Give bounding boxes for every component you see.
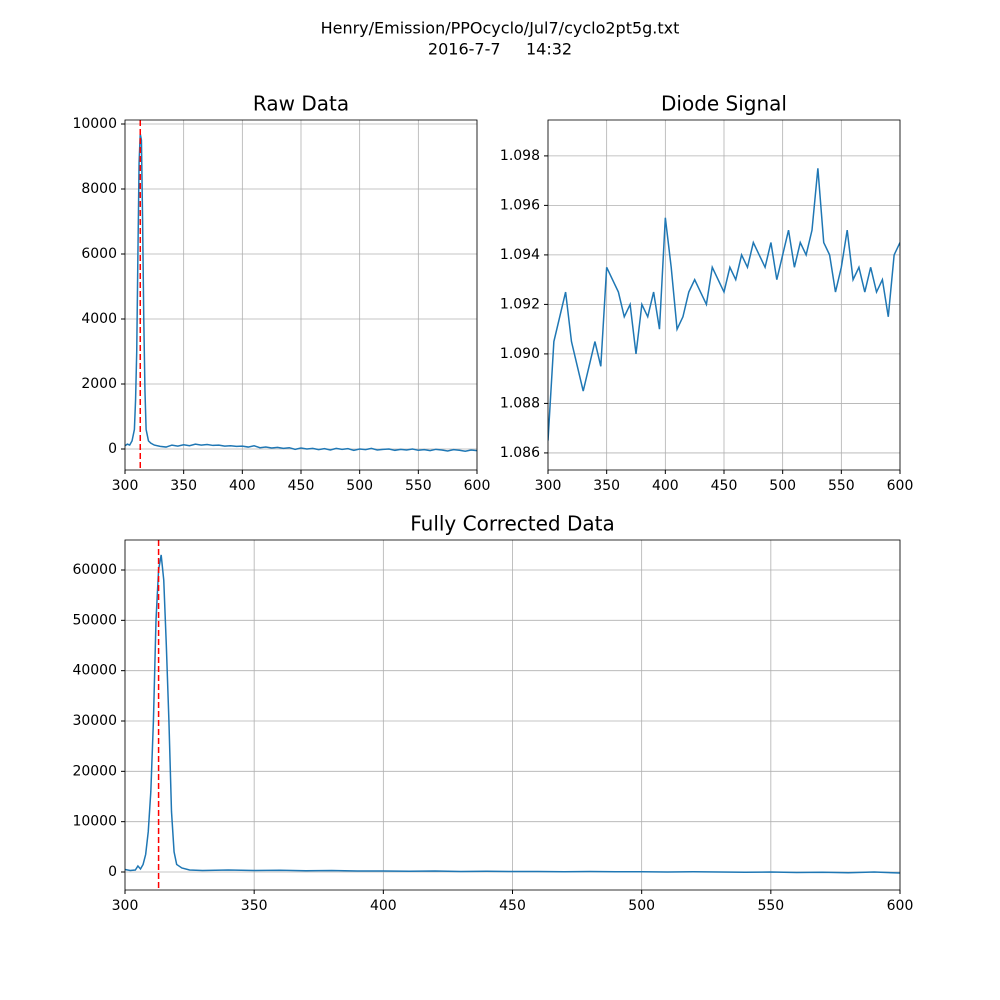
y-tick-label: 1.090 <box>500 346 540 362</box>
suptitle-line: Henry/Emission/PPOcyclo/Jul7/cyclo2pt5g.… <box>321 19 680 38</box>
y-tick-label: 8000 <box>81 181 117 197</box>
y-tick-label: 1.098 <box>500 148 540 164</box>
y-tick-label: 1.092 <box>500 296 540 312</box>
y-tick-label: 60000 <box>72 562 117 578</box>
axes-title: Diode Signal <box>661 92 787 116</box>
x-tick-label: 400 <box>370 898 397 914</box>
x-tick-label: 400 <box>229 478 256 494</box>
data-line <box>548 168 900 441</box>
y-tick-label: 1.096 <box>500 197 540 213</box>
x-tick-label: 500 <box>346 478 373 494</box>
x-tick-label: 500 <box>769 478 796 494</box>
x-tick-label: 600 <box>887 898 914 914</box>
data-line <box>125 554 900 874</box>
y-tick-label: 50000 <box>72 612 117 628</box>
x-tick-label: 550 <box>757 898 784 914</box>
y-tick-label: 1.094 <box>500 247 540 263</box>
y-tick-label: 40000 <box>72 663 117 679</box>
axes-frame <box>124 119 478 471</box>
y-tick-label: 4000 <box>81 311 117 327</box>
x-tick-label: 500 <box>628 898 655 914</box>
x-tick-label: 600 <box>887 478 914 494</box>
x-tick-label: 550 <box>828 478 855 494</box>
y-tick-label: 10000 <box>72 116 117 132</box>
x-tick-label: 300 <box>112 478 139 494</box>
x-tick-label: 350 <box>593 478 620 494</box>
y-tick-label: 2000 <box>81 376 117 392</box>
y-tick-label: 20000 <box>72 763 117 779</box>
axes: Diode Signal 300 350 400 450 500 550 600 1.086 1.… <box>500 92 913 495</box>
x-tick-label: 450 <box>288 478 315 494</box>
axes-title: Raw Data <box>253 92 349 116</box>
y-tick-label: 30000 <box>72 713 117 729</box>
x-tick-label: 450 <box>499 898 526 914</box>
y-tick-label: 0 <box>108 441 117 457</box>
x-tick-label: 600 <box>464 478 491 494</box>
axes-title: Fully Corrected Data <box>410 512 615 536</box>
axes-frame <box>547 119 901 471</box>
data-line <box>125 133 477 453</box>
axes-frame <box>124 539 901 891</box>
y-tick-label: 10000 <box>72 814 117 830</box>
x-tick-label: 450 <box>711 478 738 494</box>
y-tick-label: 0 <box>108 864 117 880</box>
y-tick-label: 6000 <box>81 246 117 262</box>
x-tick-label: 300 <box>112 898 139 914</box>
x-tick-label: 400 <box>652 478 679 494</box>
x-tick-label: 350 <box>170 478 197 494</box>
y-tick-label: 1.088 <box>500 395 540 411</box>
x-tick-label: 350 <box>241 898 268 914</box>
y-tick-label: 1.086 <box>500 445 540 461</box>
x-tick-label: 550 <box>405 478 432 494</box>
x-tick-label: 300 <box>535 478 562 494</box>
suptitle-line: 2016-7-7 14:32 <box>428 40 572 59</box>
axes: Fully Corrected Data 300 350 400 450 500 550 60… <box>72 512 913 915</box>
